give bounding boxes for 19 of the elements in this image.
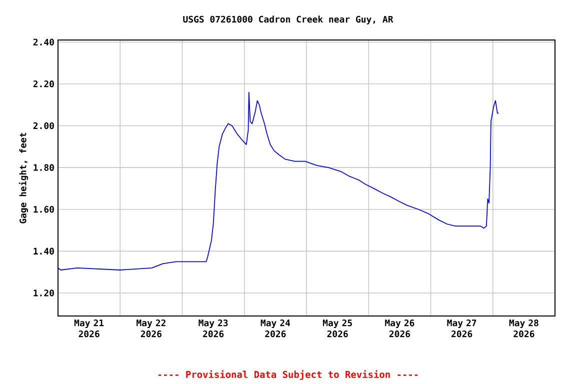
y-tick-label: 1.40 <box>34 248 54 255</box>
x-tick-label: May 28 2026 <box>509 320 538 338</box>
y-tick-label: 2.20 <box>33 80 54 88</box>
line-series <box>58 92 500 270</box>
chart-title: USGS 07261000 Cadron Creek near Guy, AR <box>183 16 394 24</box>
y-tick-label: 2.40 <box>33 38 54 46</box>
y-axis-title: Gage height, feet <box>18 132 28 224</box>
y-tick-label: 1.60 <box>34 206 54 213</box>
x-tick-label: May 23 2026 <box>198 320 228 338</box>
y-tick-label: 1.20 <box>34 290 54 296</box>
text: ---- Provisional Data Subject to Revision ---- <box>158 370 418 380</box>
x-tick-label: May 27 2026 <box>447 320 476 338</box>
y-tick-label: 2.00 <box>33 122 54 130</box>
x-tick-label: May 25 2026 <box>322 320 352 338</box>
x-tick-label: May 24 2026 <box>260 320 290 338</box>
x-tick-label: May 22 2026 <box>136 320 166 338</box>
x-tick-label: May 21 2026 <box>74 320 104 338</box>
y-tick-label: 1.80 <box>34 164 54 171</box>
x-tick-label: May 26 2026 <box>385 320 414 338</box>
